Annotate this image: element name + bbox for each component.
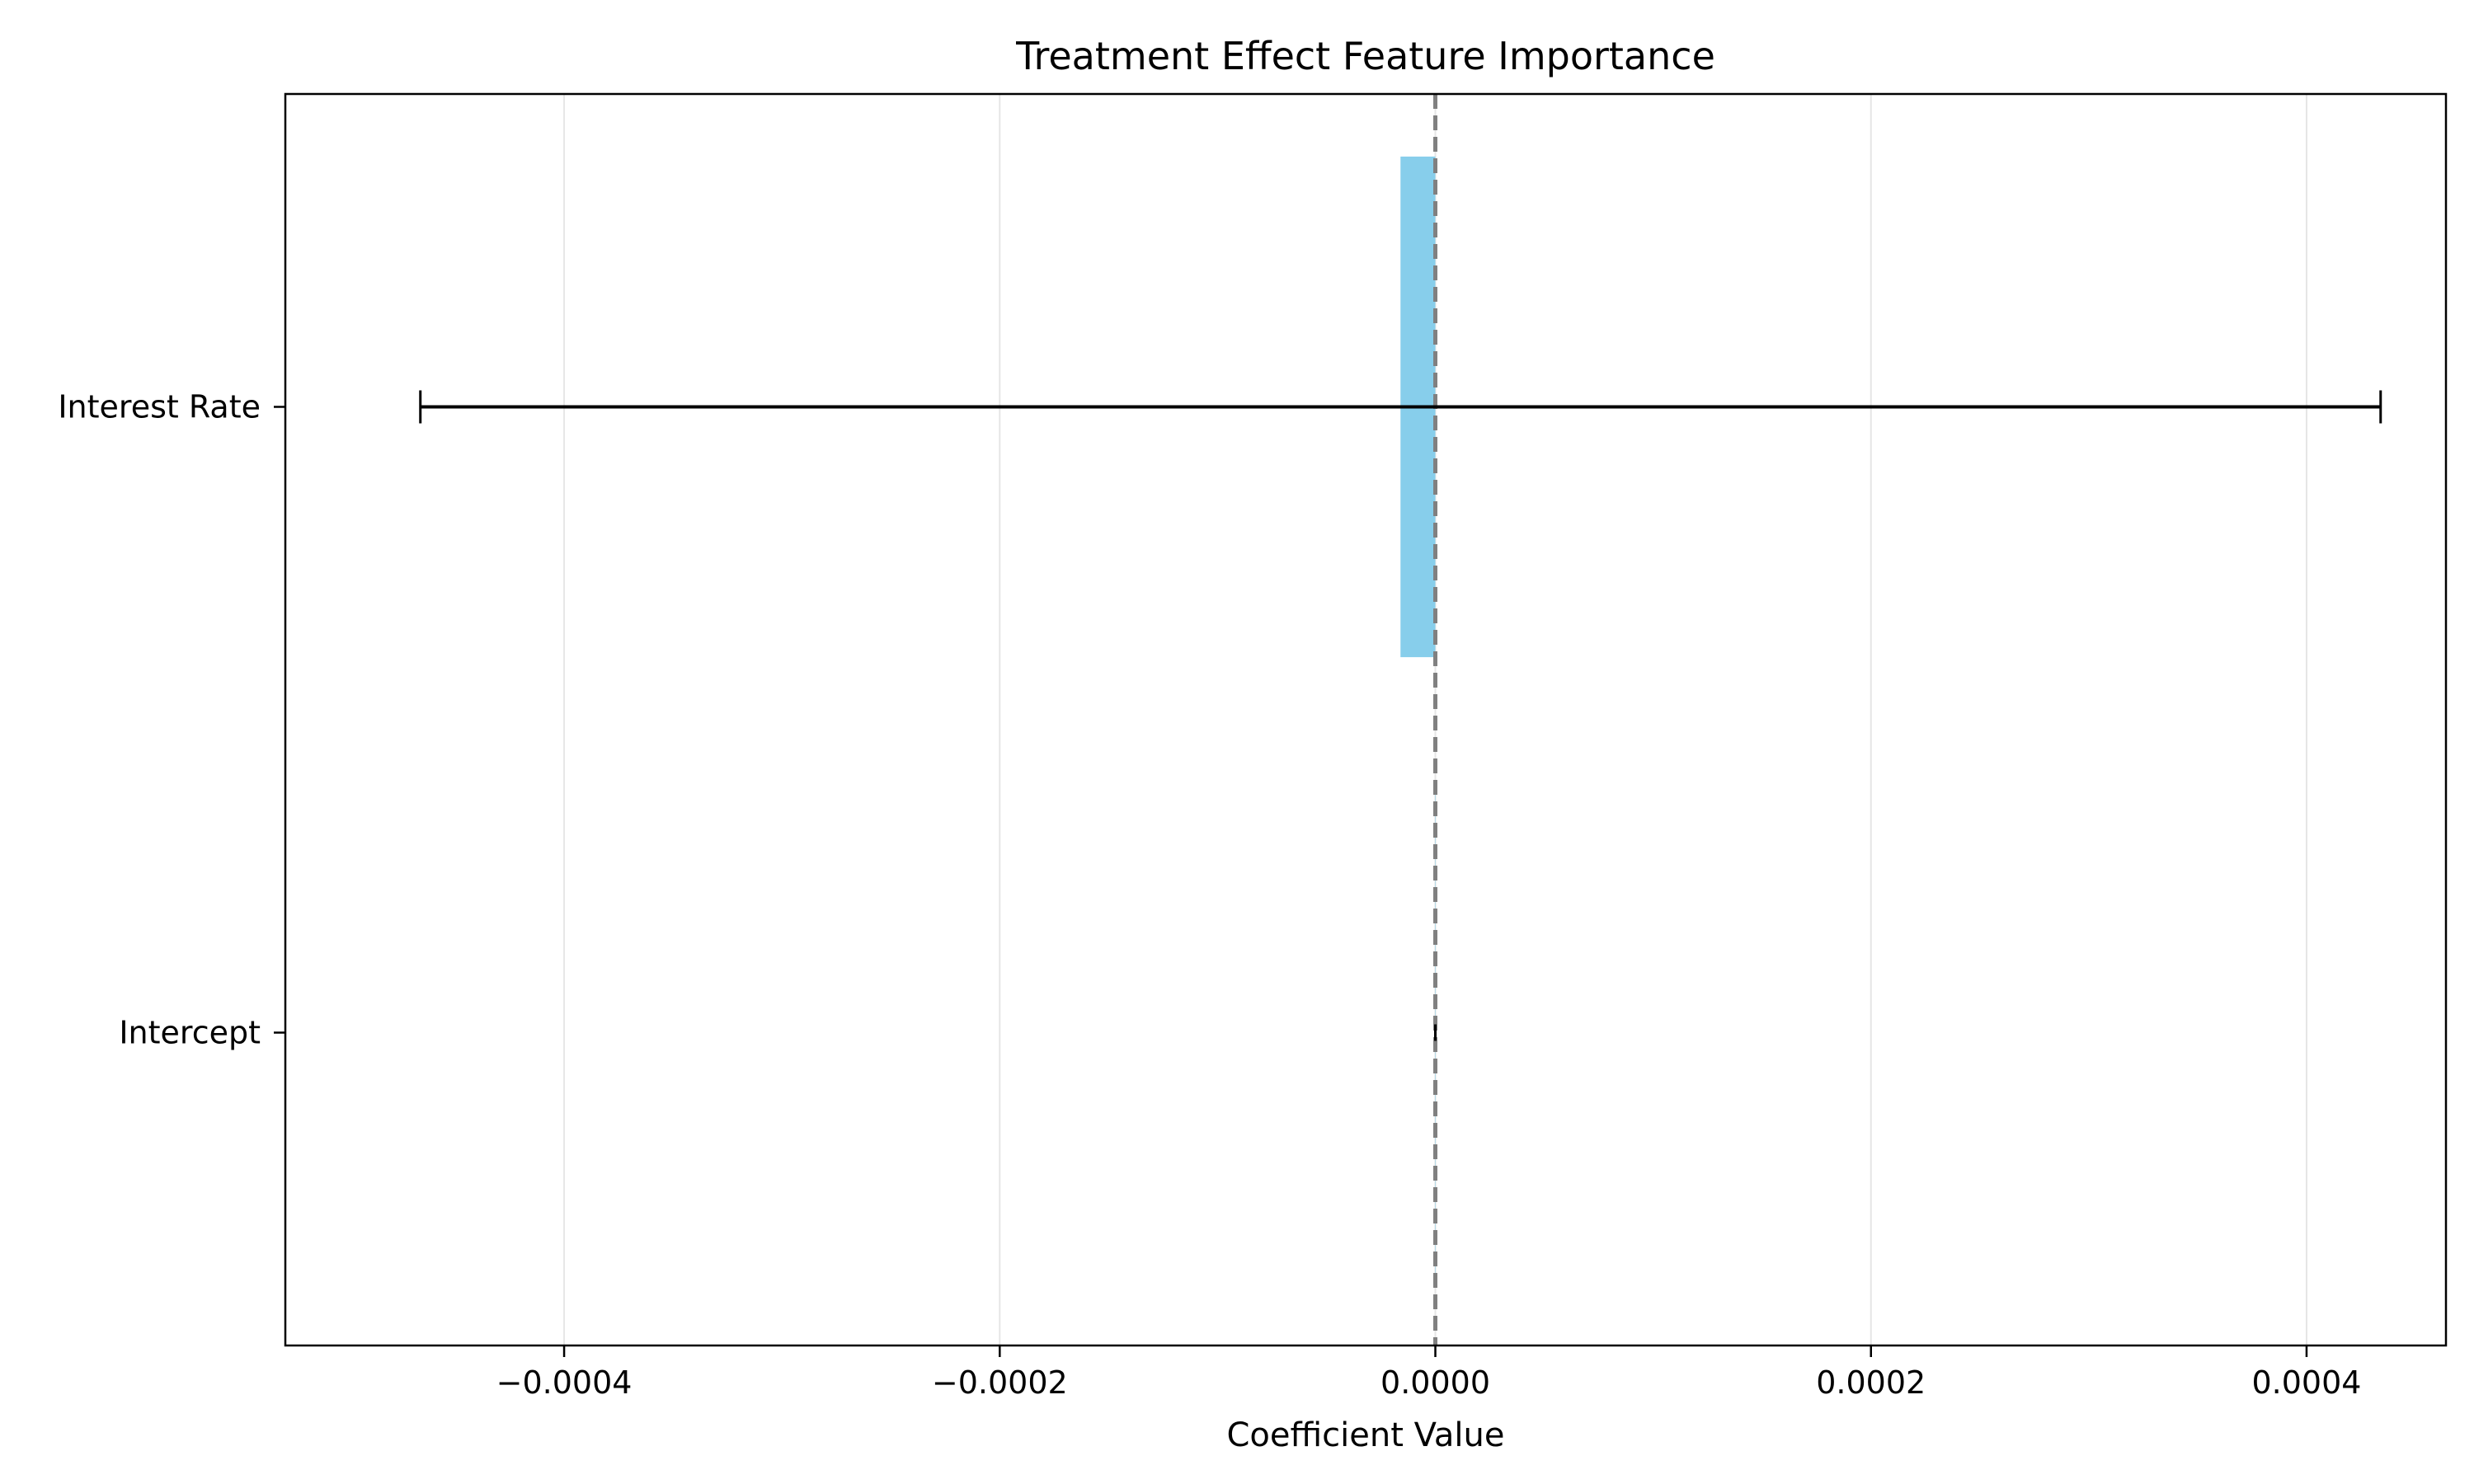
x-tick-label: −0.0002 — [932, 1364, 1068, 1401]
error-bars — [419, 390, 2382, 1041]
y-axis-ticks: Interest Rate Intercept — [58, 389, 285, 1051]
x-tick-label: 0.0000 — [1380, 1364, 1490, 1401]
y-tick-label: Interest Rate — [58, 389, 261, 425]
y-tick-label: Intercept — [119, 1015, 261, 1051]
chart-title: Treatment Effect Feature Importance — [1015, 34, 1715, 78]
plot-frame — [284, 92, 2448, 1347]
x-axis-title: Coefficient Value — [1227, 1416, 1505, 1454]
x-tick-label: 0.0004 — [2251, 1364, 2361, 1401]
x-tick-label: −0.0004 — [496, 1364, 633, 1401]
x-axis-ticks: −0.0004 −0.0002 0.0000 0.0002 0.0004 — [496, 1345, 2361, 1401]
x-tick-label: 0.0002 — [1816, 1364, 1926, 1401]
